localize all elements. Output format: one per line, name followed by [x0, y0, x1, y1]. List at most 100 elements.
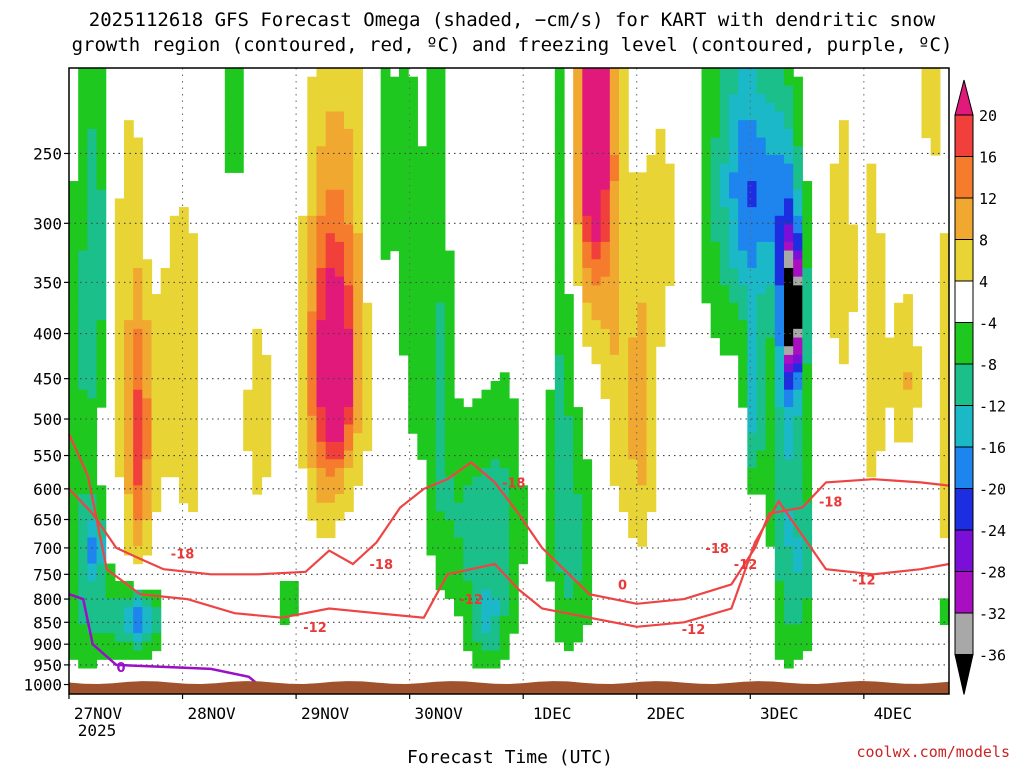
omega-cell [564, 546, 574, 556]
omega-cell [234, 163, 244, 173]
omega-cell [646, 354, 657, 365]
omega-cell [784, 372, 794, 382]
omega-cell [325, 528, 336, 539]
omega-cell [646, 189, 657, 200]
omega-cell [307, 76, 318, 86]
omega-cell [87, 285, 98, 295]
omega-cell [124, 424, 134, 434]
omega-cell [426, 381, 437, 391]
omega-cell [261, 389, 272, 399]
omega-cell [756, 128, 767, 139]
omega-cell [124, 128, 134, 139]
omega-cell [591, 154, 602, 165]
y-tick-label: 800 [33, 590, 62, 609]
omega-cell [738, 267, 748, 278]
omega-cell [628, 354, 638, 365]
omega-cell [564, 572, 574, 582]
omega-cell [224, 128, 235, 139]
omega-cell [142, 641, 153, 652]
omega-cell [564, 407, 574, 417]
omega-cell [435, 389, 446, 399]
omega-cell [784, 485, 794, 495]
omega-cell [554, 241, 565, 252]
omega-cell [463, 450, 473, 460]
omega-cell [628, 320, 638, 330]
omega-cell [78, 572, 88, 582]
omega-cell [124, 476, 134, 486]
omega-cell [307, 302, 318, 313]
omega-cell [490, 433, 501, 443]
omega-cell [133, 615, 143, 626]
omega-cell [344, 111, 354, 121]
omega-cell [930, 120, 941, 130]
omega-cell [609, 68, 620, 78]
omega-cell [582, 320, 593, 330]
omega-cell [307, 285, 318, 295]
omega-cell [784, 276, 794, 286]
omega-cell [399, 311, 409, 321]
omega-cell [426, 398, 437, 408]
omega-cell [179, 346, 189, 356]
omega-cell [747, 120, 758, 130]
omega-cell [362, 320, 373, 330]
omega-cell [344, 302, 354, 313]
omega-cell [353, 111, 363, 121]
omega-cell [316, 189, 327, 200]
omega-cell [747, 415, 758, 426]
omega-cell [78, 346, 88, 356]
omega-cell [646, 311, 657, 321]
omega-cell [334, 215, 345, 226]
omega-cell [316, 163, 327, 173]
omega-cell [646, 337, 657, 347]
omega-cell [399, 250, 409, 260]
omega-cell [334, 467, 345, 478]
omega-cell [444, 546, 455, 556]
omega-cell [628, 302, 638, 313]
omega-cell [784, 441, 794, 452]
omega-cell [334, 302, 345, 313]
omega-cell [78, 511, 88, 521]
omega-cell [903, 424, 913, 434]
omega-cell [87, 659, 98, 669]
omega-cell [96, 337, 107, 347]
omega-cell [151, 328, 162, 339]
omega-cell [133, 250, 143, 260]
omega-cell [334, 433, 345, 443]
omega-cell [316, 259, 327, 269]
omega-cell [582, 276, 593, 286]
omega-cell [719, 215, 730, 226]
omega-cell [719, 337, 730, 347]
omega-cell [747, 154, 758, 165]
omega-cell [87, 224, 98, 234]
omega-cell [261, 441, 272, 452]
omega-cell [454, 398, 464, 408]
omega-cell [298, 450, 308, 460]
omega-cell [765, 285, 776, 295]
omega-cell [490, 424, 501, 434]
omega-cell [334, 398, 345, 408]
omega-cell [509, 459, 519, 469]
omega-cell [87, 154, 98, 165]
omega-cell [894, 311, 904, 321]
omega-cell [78, 181, 88, 191]
omega-cell [839, 320, 849, 330]
omega-cell [380, 154, 391, 165]
omega-cell [802, 607, 813, 617]
omega-cell [866, 285, 877, 295]
omega-cell [655, 146, 666, 156]
omega-cell [609, 285, 620, 295]
omega-cell [69, 433, 79, 443]
omega-cell [756, 267, 767, 278]
omega-cell [719, 94, 730, 104]
omega-cell [133, 363, 143, 373]
omega-cell [96, 650, 107, 660]
omega-cell [151, 467, 162, 478]
omega-cell [765, 433, 776, 443]
omega-cell [564, 589, 574, 599]
omega-cell [793, 433, 803, 443]
omega-cell [408, 137, 418, 147]
omega-cell [646, 389, 657, 399]
omega-cell [224, 137, 235, 147]
omega-cell [774, 607, 785, 617]
omega-cell [609, 311, 620, 321]
